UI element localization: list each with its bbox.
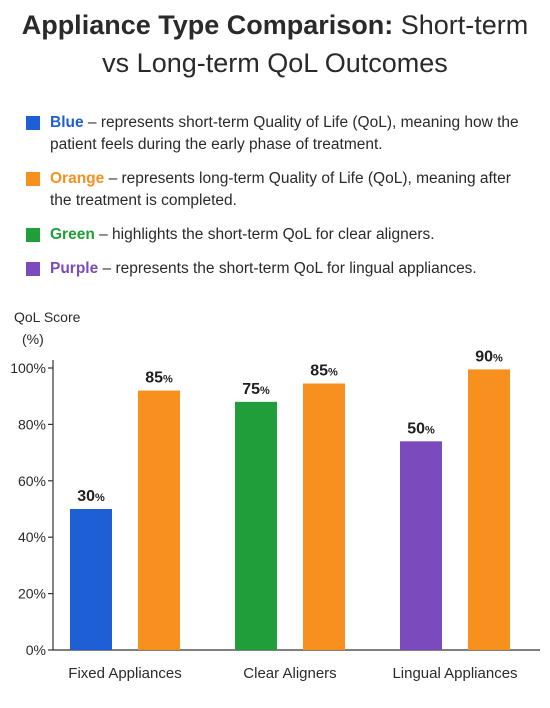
bar bbox=[235, 401, 277, 650]
x-tick-label: Lingual Appliances bbox=[392, 665, 517, 682]
legend-swatch-purple bbox=[26, 262, 40, 276]
bar-value-label: 75% bbox=[242, 381, 270, 398]
legend-color-name: Orange bbox=[50, 170, 105, 187]
x-tick-label: Fixed Appliances bbox=[68, 665, 181, 682]
bar-value-number: 75 bbox=[242, 381, 260, 398]
legend-swatch-orange bbox=[26, 172, 40, 186]
bar bbox=[400, 441, 442, 650]
legend-item-blue: Blue – represents short-term Quality of … bbox=[26, 112, 526, 156]
bar bbox=[138, 390, 180, 650]
legend-color-name: Green bbox=[50, 226, 95, 243]
chart-title: Appliance Type Comparison: Short-term vs… bbox=[0, 6, 550, 82]
bar-value-suffix: % bbox=[493, 352, 503, 364]
chart-title-bold: Appliance Type Comparison: bbox=[21, 10, 394, 40]
chart-title-rest: Short-term bbox=[393, 10, 529, 40]
y-axis-label-line-1: QoL Score bbox=[14, 309, 81, 325]
legend-description: – represents the short-term QoL for ling… bbox=[98, 260, 477, 277]
y-axis-label-unit: (%) bbox=[22, 331, 44, 347]
legend-description: – represents short-term Quality of Life … bbox=[50, 114, 519, 153]
bar-value-suffix: % bbox=[328, 367, 338, 379]
chart-title-line-1: Appliance Type Comparison: Short-term bbox=[0, 6, 550, 44]
y-tick-label: 20% bbox=[18, 586, 46, 602]
bar-value-suffix: % bbox=[425, 424, 435, 436]
bar-value-label: 50% bbox=[407, 420, 435, 437]
bar-value-label: 85% bbox=[310, 363, 338, 380]
x-tick-label: Clear Aligners bbox=[243, 665, 336, 682]
y-tick-label: 100% bbox=[10, 360, 46, 376]
legend-color-name: Blue bbox=[50, 114, 84, 131]
legend: Blue – represents short-term Quality of … bbox=[26, 112, 526, 292]
bar-value-suffix: % bbox=[163, 374, 173, 386]
bar-value-suffix: % bbox=[260, 385, 270, 397]
y-tick-label: 60% bbox=[18, 473, 46, 489]
legend-swatch-blue bbox=[26, 116, 40, 130]
bar-value-number: 30 bbox=[77, 488, 95, 505]
bar-value-suffix: % bbox=[95, 492, 105, 504]
chart-title-line-2: vs Long-term QoL Outcomes bbox=[102, 48, 448, 78]
legend-description: – highlights the short-term QoL for clea… bbox=[94, 226, 435, 243]
legend-item-green: Green – highlights the short-term QoL fo… bbox=[26, 224, 526, 246]
bar bbox=[303, 383, 345, 650]
bar-value-label: 30% bbox=[77, 488, 105, 505]
bar-value-number: 85 bbox=[145, 370, 163, 387]
legend-description: – represents long-term Quality of Life (… bbox=[50, 170, 511, 209]
legend-item-orange: Orange – represents long-term Quality of… bbox=[26, 168, 526, 212]
bar-value-label: 85% bbox=[145, 370, 173, 387]
legend-item-purple: Purple – represents the short-term QoL f… bbox=[26, 258, 526, 280]
bar-value-number: 90 bbox=[475, 348, 493, 365]
y-axis-label: QoL Score (%) bbox=[14, 306, 84, 350]
bar bbox=[70, 509, 112, 650]
y-tick-label: 80% bbox=[18, 416, 46, 432]
bar-value-label: 90% bbox=[475, 348, 503, 365]
bar-value-number: 50 bbox=[407, 420, 425, 437]
bar bbox=[468, 369, 510, 650]
y-tick-label: 40% bbox=[18, 529, 46, 545]
bar-value-number: 85 bbox=[310, 363, 328, 380]
y-tick-label: 0% bbox=[26, 642, 46, 658]
legend-swatch-green bbox=[26, 228, 40, 242]
legend-color-name: Purple bbox=[50, 260, 99, 277]
